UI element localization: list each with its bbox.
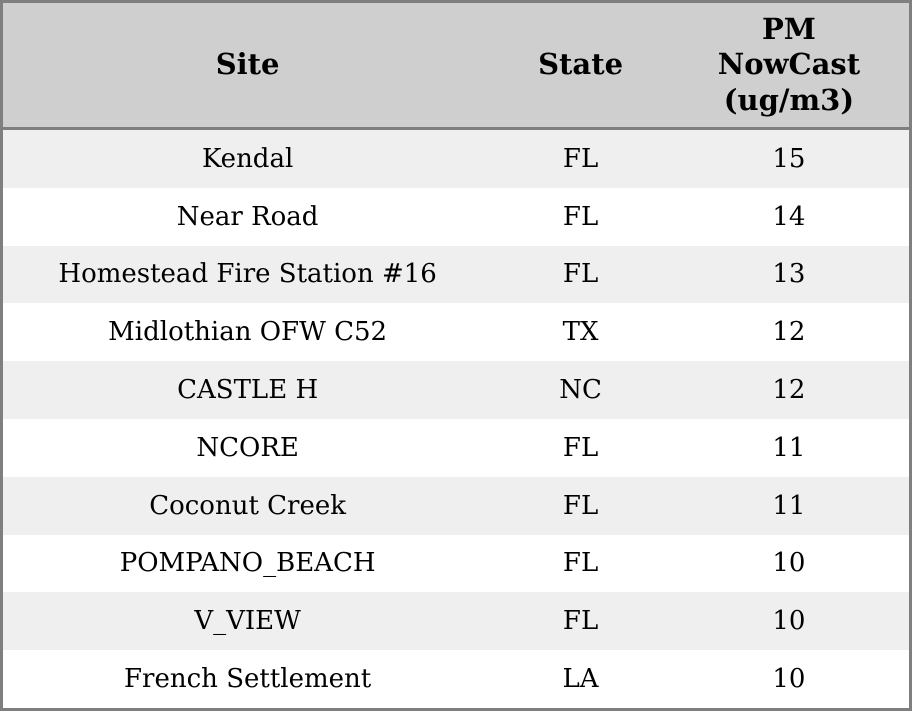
cell-pm-nowcast: 10	[772, 606, 806, 637]
cell-pm-nowcast: 12	[772, 375, 806, 406]
cell-pm-nowcast: 13	[772, 259, 806, 290]
header-cell-site: Site	[3, 3, 492, 127]
header-cell-state: State	[492, 3, 669, 127]
table-row: NCORE FL 11	[3, 418, 909, 477]
table-row: Midlothian OFW C52 TX 12	[3, 303, 909, 362]
header-label-state: State	[538, 47, 624, 82]
cell-state: FL	[562, 490, 599, 521]
cell-site: Homestead Fire Station #16	[58, 259, 437, 290]
cell-site: POMPANO_BEACH	[119, 548, 376, 579]
cell-site: Near Road	[176, 201, 319, 232]
cell-pm-nowcast: 10	[772, 664, 806, 695]
cell-pm-nowcast: 10	[772, 548, 806, 579]
table-row: POMPANO_BEACH FL 10	[3, 534, 909, 593]
cell-pm-nowcast: 15	[772, 143, 806, 174]
cell-site: Midlothian OFW C52	[108, 317, 388, 348]
table-row: V_VIEW FL 10	[3, 592, 909, 651]
cell-pm-nowcast: 12	[772, 317, 806, 348]
cell-state: FL	[562, 143, 599, 174]
cell-state: FL	[562, 606, 599, 637]
cell-state: FL	[562, 259, 599, 290]
cell-site: French Settlement	[124, 664, 372, 695]
cell-state: NC	[559, 375, 602, 406]
cell-pm-nowcast: 11	[772, 490, 806, 521]
table-row: Homestead Fire Station #16 FL 13	[3, 245, 909, 304]
table-header-row: Site State PM NowCast (ug/m3)	[3, 3, 909, 130]
cell-state: FL	[562, 432, 599, 463]
cell-site: Kendal	[201, 143, 294, 174]
table-row: Coconut Creek FL 11	[3, 476, 909, 535]
cell-site: Coconut Creek	[149, 490, 347, 521]
cell-site: V_VIEW	[194, 606, 301, 637]
table-row: French Settlement LA 10	[3, 650, 909, 708]
table-row: Near Road FL 14	[3, 187, 909, 246]
cell-state: LA	[562, 664, 599, 695]
table-body: Kendal FL 15 Near Road FL 14 Homestead F…	[3, 130, 909, 708]
cell-state: FL	[562, 548, 599, 579]
header-cell-pm-nowcast: PM NowCast (ug/m3)	[669, 3, 909, 127]
header-label-pm-nowcast: PM NowCast (ug/m3)	[717, 11, 861, 117]
table-row: CASTLE H NC 12	[3, 361, 909, 419]
cell-state: FL	[562, 201, 599, 232]
cell-state: TX	[562, 317, 599, 348]
cell-site: CASTLE H	[177, 375, 319, 406]
cell-pm-nowcast: 11	[772, 432, 806, 463]
cell-site: NCORE	[196, 432, 299, 463]
table-row: Kendal FL 15	[3, 130, 909, 188]
header-label-site: Site	[215, 47, 280, 82]
cell-pm-nowcast: 14	[772, 201, 806, 232]
